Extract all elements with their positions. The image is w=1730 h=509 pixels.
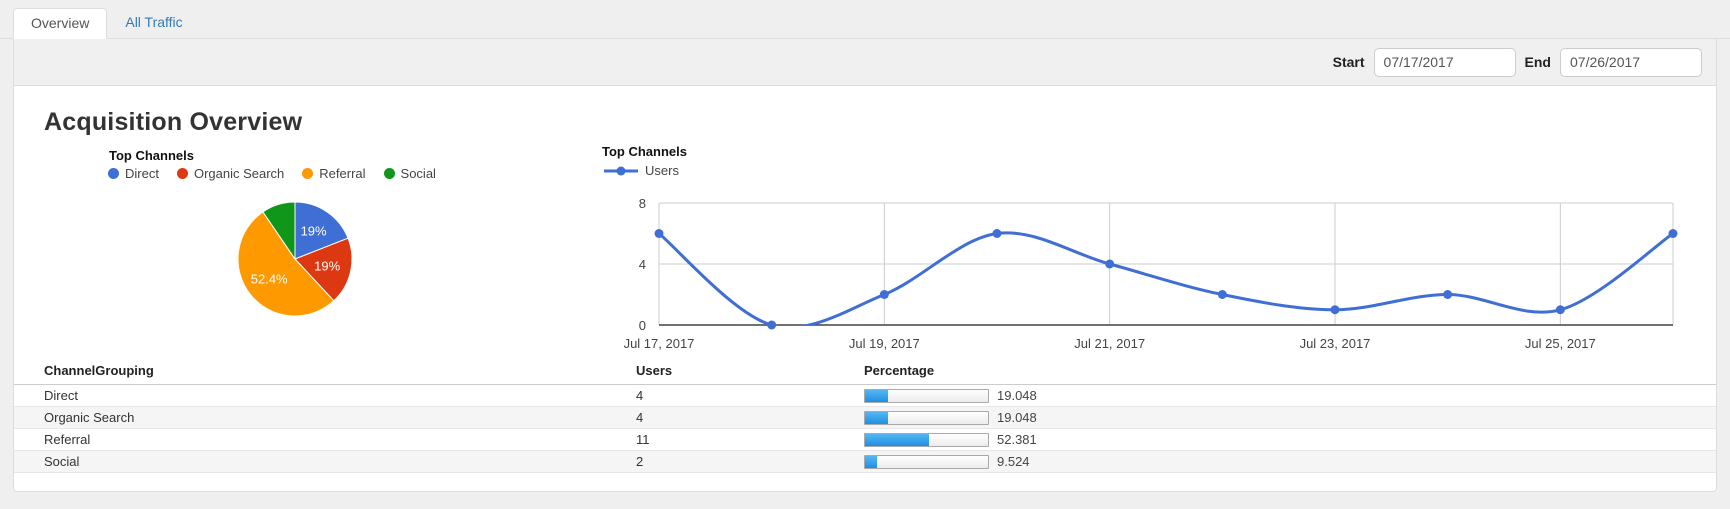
data-point[interactable] [1217,290,1227,299]
data-point[interactable] [654,229,664,238]
y-tick-label: 4 [639,257,646,272]
percentage-bar-fill [865,433,930,446]
tab-all-traffic[interactable]: All Traffic [125,14,183,30]
channel-cell: Social [14,450,636,473]
line-chart-title: Top Channels [602,144,687,159]
data-point[interactable] [767,320,777,330]
users-cell: 11 [636,428,864,451]
pie-slice-label: 19% [314,258,340,273]
x-tick-label: Jul 23, 2017 [1300,336,1371,351]
pie-slice-direct[interactable] [294,201,349,260]
users-series-marker-icon [604,166,638,175]
users-series-line [658,231,1674,325]
channel-cell: Direct [14,384,636,407]
x-tick-label: Jul 21, 2017 [1074,336,1145,351]
line-legend-label: Users [645,163,679,178]
pie-legend: Direct Organic Search Referral Social [108,166,436,181]
table-header-row: ChannelGrouping Users Percentage [14,358,1716,385]
pie-legend-item-social: Social [383,166,436,181]
percentage-value: 9.524 [997,454,1030,469]
page-title: Acquisition Overview [44,108,303,136]
y-tick-label: 0 [639,318,646,333]
users-cell: 4 [636,384,864,407]
users-cell: 4 [636,406,864,429]
percentage-bar-track [864,432,989,447]
percentage-bar-track [864,388,989,403]
pie-legend-item-organic-search: Organic Search [176,166,285,181]
col-channelgrouping: ChannelGrouping [14,358,636,385]
pie-slice-social[interactable] [262,201,296,261]
legend-label: Organic Search [193,166,285,181]
data-point[interactable] [879,290,889,299]
pie-chart-title: Top Channels [109,148,194,163]
panel-body: Acquisition Overview Top Channels Direct… [14,86,1716,492]
legend-label: Referral [319,166,366,181]
data-point[interactable] [1668,229,1678,238]
pie-legend-item-referral: Referral [302,166,366,181]
table-row-direct: Direct 4 19.048 [14,384,1716,407]
data-point[interactable] [1105,259,1115,269]
x-tick-label: Jul 19, 2017 [849,336,920,351]
percentage-cell: 9.524 [864,450,1716,473]
percentage-bar-fill [865,389,889,402]
channel-cell: Organic Search [14,406,636,429]
data-point[interactable] [992,229,1002,238]
pie-slice-organic-search[interactable] [294,237,353,302]
percentage-cell: 19.048 [864,384,1716,407]
percentage-value: 19.048 [997,410,1037,425]
legend-label: Direct [125,166,159,181]
table-row-social: Social 2 9.524 [14,450,1716,473]
percentage-value: 52.381 [997,432,1037,447]
x-tick-label: Jul 25, 2017 [1525,336,1596,351]
percentage-value: 19.048 [997,388,1037,403]
table-row-referral: Referral 11 52.381 [14,428,1716,451]
table-row-organic-search: Organic Search 4 19.048 [14,406,1716,429]
users-cell: 2 [636,450,864,473]
pie-slice-referral[interactable] [237,211,335,317]
col-users: Users [636,358,864,385]
end-date-label: End [1524,54,1551,70]
line-chart: 8 4 0 Jul 17, 2017 Jul 19, 2017 Jul 21, 2017 J… [574,194,1694,361]
legend-dot-icon [108,168,119,179]
pie-chart: 19% 19% 52.4% [237,201,353,317]
legend-dot-icon [176,168,188,179]
channel-cell: Referral [14,428,636,451]
percentage-cell: 52.381 [864,428,1716,451]
tab-bar: Overview All Traffic [0,0,1730,39]
data-point[interactable] [1555,305,1565,315]
x-tick-label: Jul 17, 2017 [624,336,695,351]
percentage-bar-fill [865,455,877,468]
line-chart-legend: Users [604,163,679,178]
start-date-input[interactable] [1373,47,1516,77]
data-point[interactable] [1330,305,1340,315]
col-percentage: Percentage [864,358,1716,385]
percentage-bar-fill [865,411,889,424]
legend-dot-icon [302,168,314,179]
tab-overview[interactable]: Overview [13,8,108,39]
legend-label: Social [400,166,436,181]
percentage-cell: 19.048 [864,406,1716,429]
percentage-bar-track [864,410,989,425]
channels-table: ChannelGrouping Users Percentage Direct 4… [14,358,1716,473]
date-range-toolbar: Start End [14,39,1716,86]
main-panel: Start End Acquisition Overview Top Chann… [13,39,1717,492]
pie-legend-item-direct: Direct [108,166,159,181]
end-date-input[interactable] [1560,47,1702,77]
pie-slice-label: 19% [301,224,327,239]
percentage-bar-track [864,454,989,469]
data-point[interactable] [1443,290,1453,299]
start-date-label: Start [1332,54,1365,70]
legend-dot-icon [383,168,395,179]
y-tick-label: 8 [639,196,646,211]
pie-slice-label: 52.4% [251,272,288,287]
